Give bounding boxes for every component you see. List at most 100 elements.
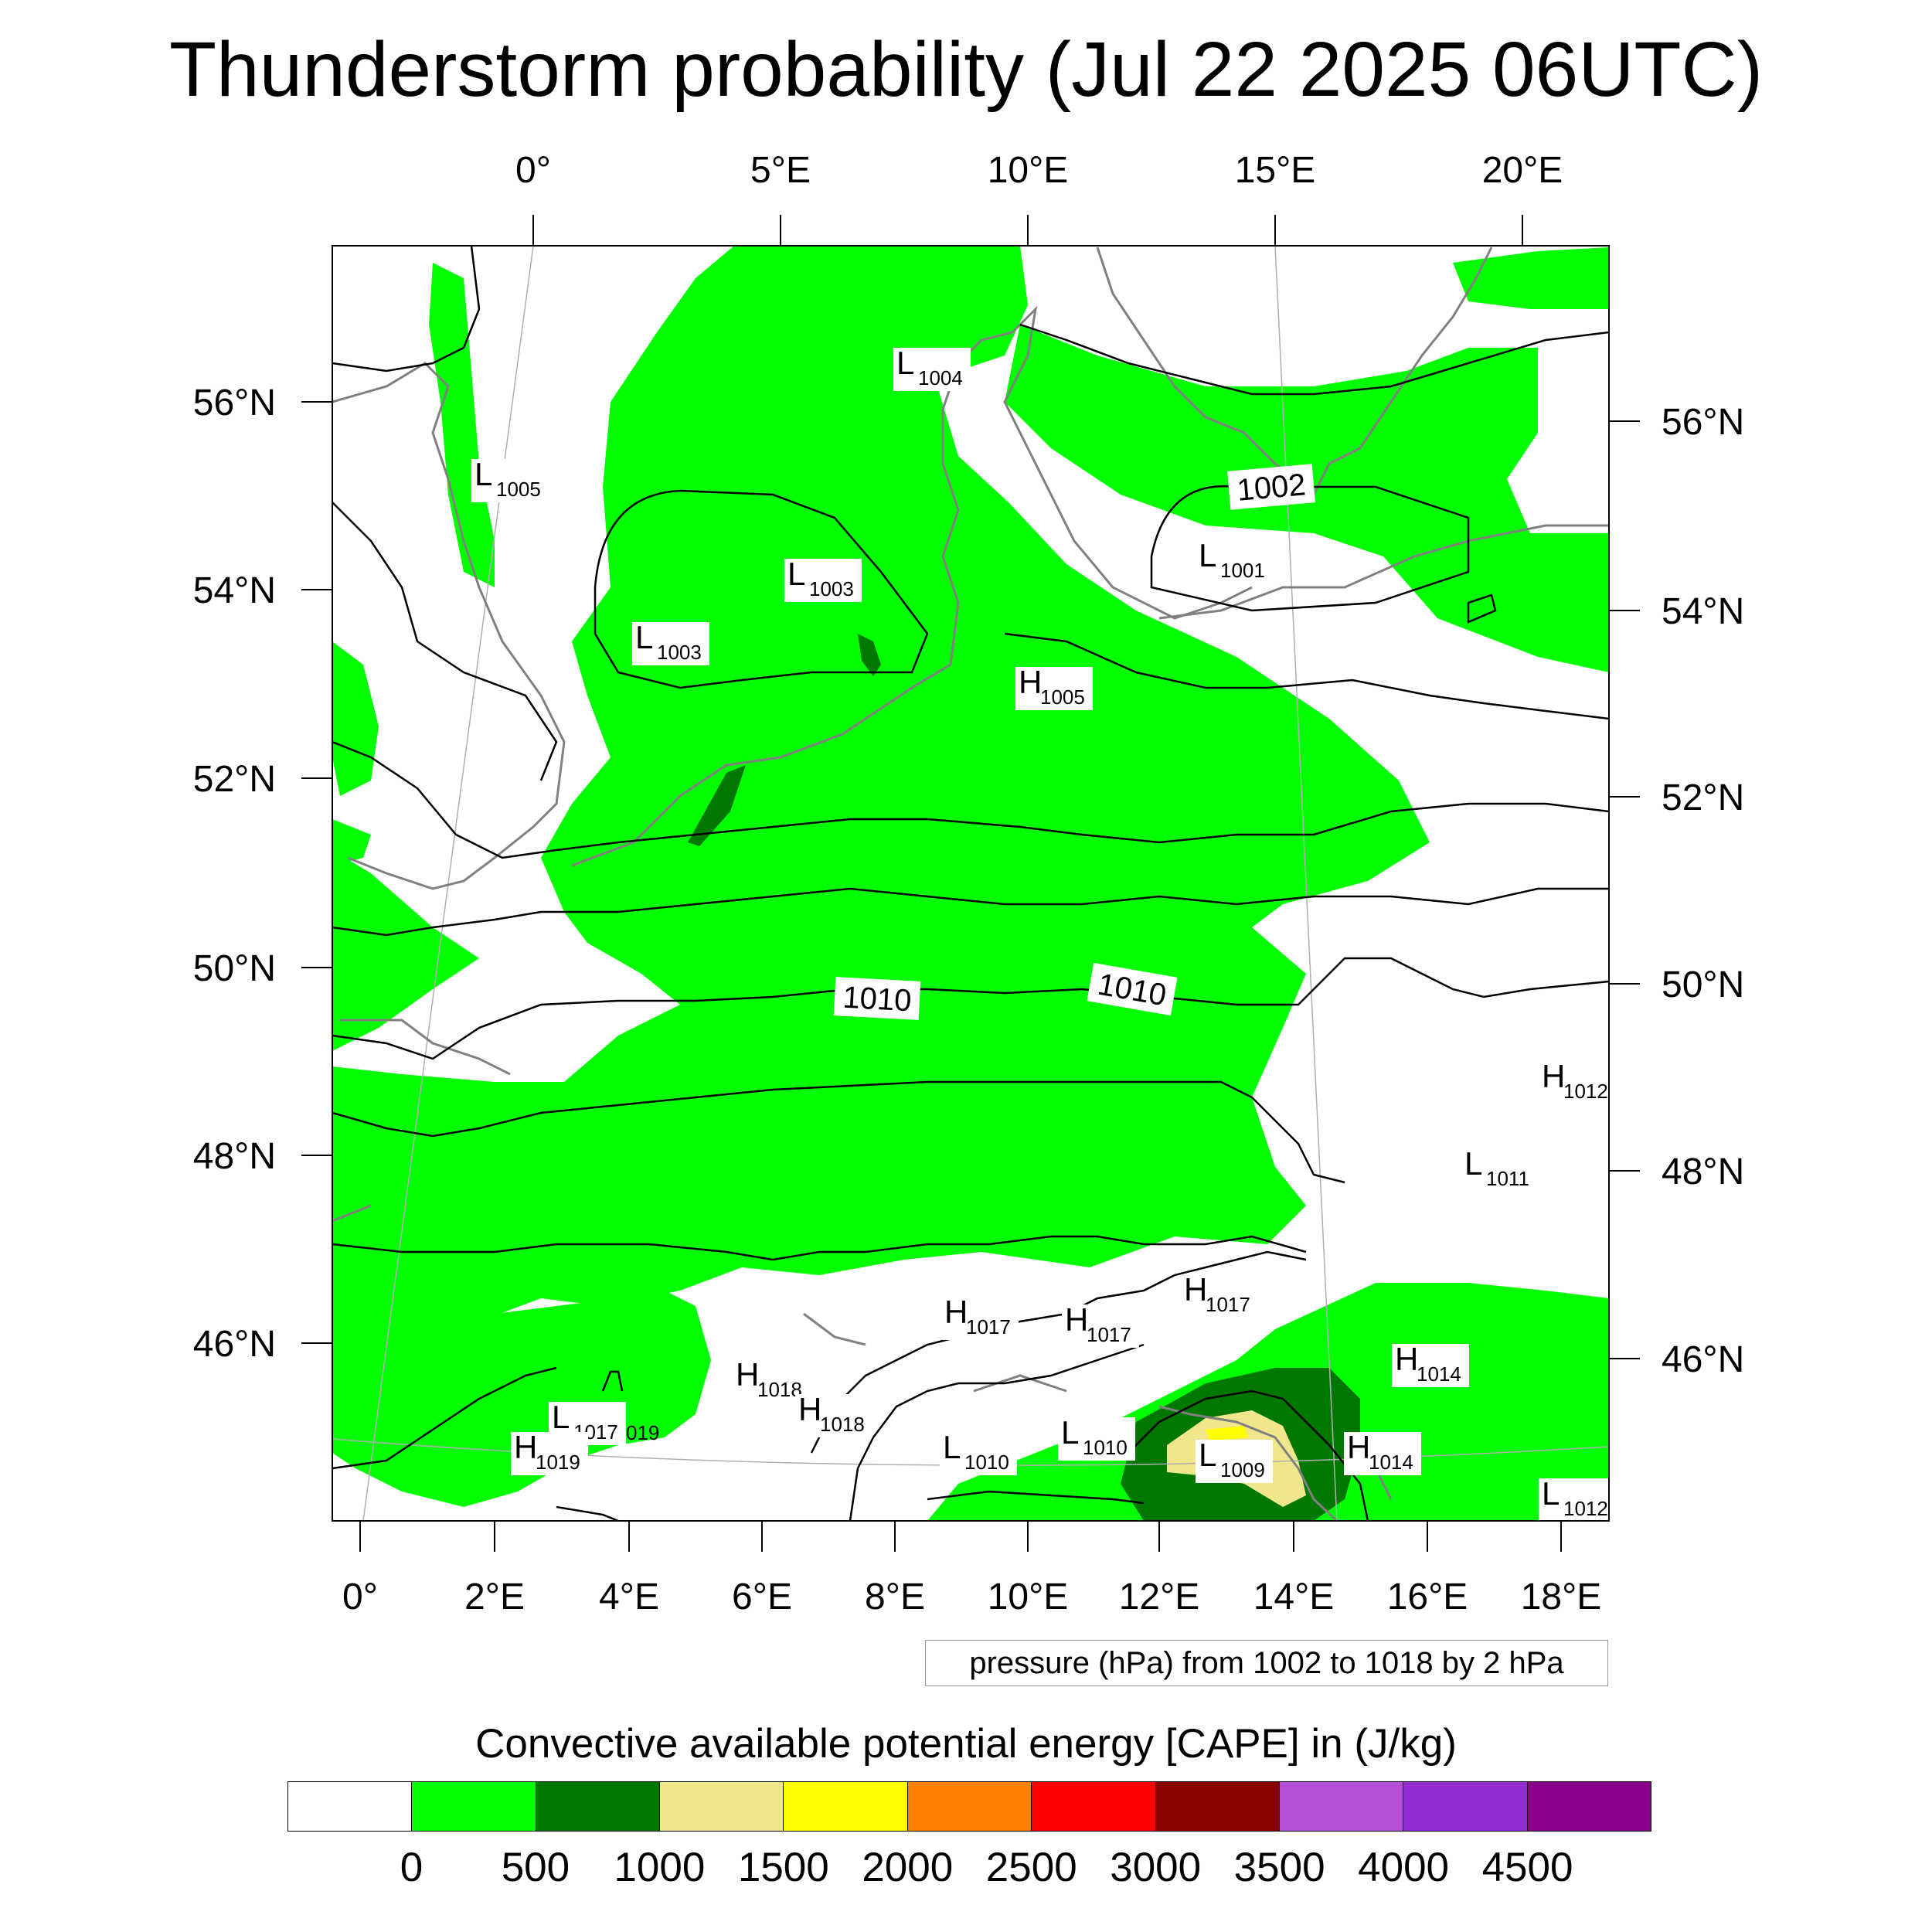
colorbar-tick-label: 1500 — [737, 1845, 829, 1890]
graticule-lon-15 — [1274, 246, 1338, 1521]
top-tick-label: 15°E — [1235, 150, 1316, 191]
svg-text:H: H — [1395, 1341, 1418, 1377]
isobar-4 — [1004, 632, 1609, 720]
isobar-7 — [332, 1080, 1345, 1184]
svg-text:L: L — [1542, 1475, 1560, 1512]
pressure-center-label: L 1003 — [784, 556, 862, 602]
svg-text:1001: 1001 — [1220, 559, 1265, 582]
cape-area-far-west — [332, 819, 371, 866]
top-axis: 0° 5°E 10°E 15°E 20°E — [515, 150, 1563, 246]
svg-text:1005: 1005 — [1040, 685, 1085, 709]
right-tick-label: 54°N — [1662, 591, 1744, 632]
colorbar-swatch — [412, 1782, 536, 1831]
colorbar-tick-label: 1000 — [614, 1845, 706, 1890]
top-tick-label: 10°E — [988, 150, 1069, 191]
pressure-center-label: L 1012 — [1539, 1475, 1609, 1521]
isobar-1 — [332, 246, 481, 372]
contour-label-group-1: 1002 — [1227, 464, 1315, 510]
svg-text:1011: 1011 — [1486, 1167, 1529, 1190]
colorbar-swatch — [1279, 1782, 1404, 1831]
coastline-france-west — [332, 1204, 372, 1223]
svg-text:L: L — [635, 619, 653, 655]
coastline-netherlands — [571, 663, 951, 867]
chart-title: Thunderstorm probability (Jul 22 2025 06… — [168, 26, 1764, 113]
graticule-lon-0 — [362, 246, 534, 1521]
colorbar-tick-label: 3500 — [1233, 1845, 1325, 1890]
isobar-9 — [332, 1366, 557, 1470]
right-axis: 56°N 54°N 52°N 50°N 48°N 46°N — [1609, 402, 1744, 1380]
svg-text:1009: 1009 — [1220, 1458, 1265, 1481]
left-axis: 56°N 54°N 52°N 50°N 48°N 46°N — [193, 383, 332, 1365]
coastline-uk — [332, 362, 566, 890]
colorbar-swatch — [907, 1782, 1032, 1831]
cape-area-west-strip — [332, 850, 479, 1051]
svg-text:1003: 1003 — [809, 577, 854, 600]
isobar-alps-3 — [556, 1505, 619, 1521]
isobar-1003 — [594, 489, 929, 689]
contour-label: 1002 — [1236, 468, 1307, 508]
pressure-center-label: L 1009 — [1196, 1437, 1273, 1483]
isobar-alps-1 — [810, 1250, 1307, 1454]
svg-text:1004: 1004 — [918, 366, 963, 389]
svg-text:L: L — [1199, 1437, 1216, 1473]
svg-text:L: L — [1464, 1145, 1482, 1182]
svg-text:L: L — [1061, 1414, 1079, 1451]
svg-text:H: H — [1347, 1429, 1370, 1465]
coastline-baltic-south — [1158, 524, 1609, 620]
colorbar-tick-label: 0 — [400, 1845, 423, 1890]
svg-text:L: L — [896, 345, 914, 381]
isobar-5 — [332, 740, 1609, 859]
cape-area-nw-strip — [429, 263, 495, 587]
svg-text:L: L — [943, 1429, 961, 1465]
svg-text:1014: 1014 — [1369, 1451, 1413, 1474]
svg-text:1018: 1018 — [757, 1378, 802, 1401]
svg-text:1017: 1017 — [1087, 1323, 1131, 1346]
pressure-center-label: L 1003 — [632, 619, 709, 665]
isobar-alps-2 — [849, 1343, 1145, 1521]
svg-text:1005: 1005 — [496, 478, 541, 501]
svg-text:H: H — [798, 1391, 821, 1427]
pressure-center-label: L 1010 — [1058, 1414, 1135, 1461]
isobar-12 — [601, 1370, 624, 1392]
top-tick-label: 5°E — [750, 150, 811, 191]
colorbar-swatch — [1403, 1782, 1528, 1831]
svg-text:H: H — [736, 1356, 759, 1393]
plot-frame — [332, 245, 1610, 1522]
bottom-tick-label: 18°E — [1521, 1577, 1602, 1617]
colorbar-swatch — [288, 1782, 413, 1831]
bottom-tick-label: 0° — [342, 1577, 378, 1617]
colorbar-tick-label: 4000 — [1358, 1845, 1450, 1890]
svg-text:H: H — [1542, 1058, 1565, 1094]
colorbar-swatch — [784, 1782, 908, 1831]
colorbar-labels: 0 500 1000 1500 2000 2500 3000 3500 4000 4500 — [0, 1843, 1932, 1897]
cape-area-ne-corner — [1453, 247, 1609, 309]
contour-info-box: pressure (hPa) from 1002 to 1018 by 2 hP… — [925, 1640, 1608, 1686]
pressure-contours — [332, 246, 1609, 1521]
colorbar-tick-label: 3000 — [1110, 1845, 1202, 1890]
svg-text:1017: 1017 — [1206, 1293, 1250, 1316]
isobar-11 — [1128, 1389, 1369, 1521]
map-plot-area: 1002 1010 1010 L 1004 L 1005 L 1003 L 1003 L… — [332, 246, 1609, 1521]
colorbar — [287, 1781, 1651, 1832]
top-tick-label: 0° — [515, 150, 551, 191]
left-tick-label: 50°N — [193, 948, 276, 989]
colorbar-swatch — [1155, 1782, 1280, 1831]
cape-dark-streak-2 — [858, 634, 881, 676]
colorbar-tick-label: 4500 — [1481, 1845, 1573, 1890]
right-tick-label: 50°N — [1662, 964, 1744, 1005]
isobar-1002 — [1150, 485, 1470, 612]
bottom-axis: 0° 2°E 4°E 6°E 8°E 10°E 12°E 14°E 16°E 1… — [342, 1521, 1601, 1617]
cape-field — [332, 246, 1609, 1521]
bottom-tick-label: 6°E — [732, 1577, 792, 1617]
bottom-tick-label: 12°E — [1119, 1577, 1200, 1617]
